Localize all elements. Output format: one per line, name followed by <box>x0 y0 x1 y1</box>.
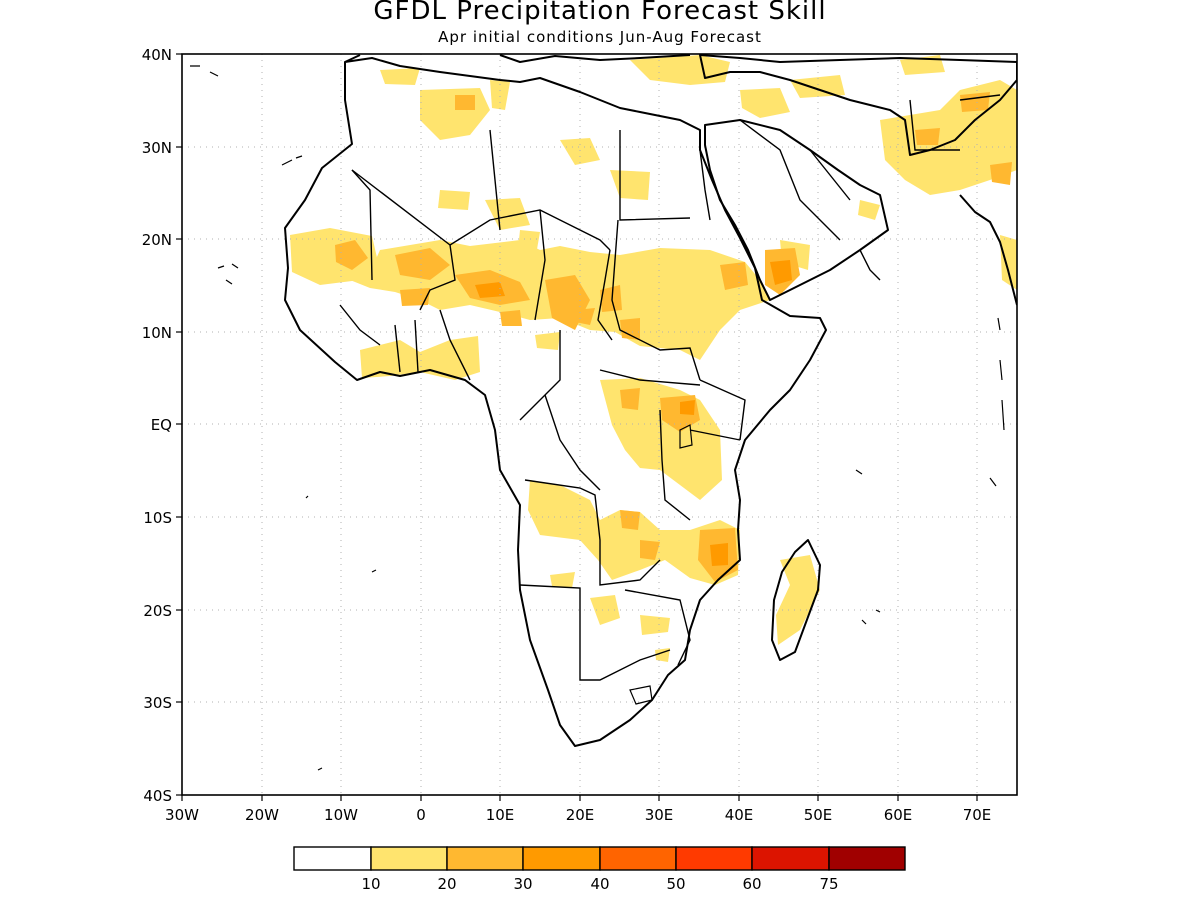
lat-labels: 40N 30N 20N 10N EQ 10S 20S 30S 40S <box>142 46 172 805</box>
country-borders <box>339 94 1001 681</box>
legend-swatch-0 <box>293 846 372 871</box>
lon-label-50e: 50E <box>804 806 833 824</box>
legend-swatch-2 <box>446 846 524 871</box>
africa-coastline <box>284 57 827 747</box>
color-legend: 10 20 30 40 50 60 75 <box>293 846 906 893</box>
legend-swatch-7 <box>828 846 906 871</box>
lat-label-20s: 20S <box>143 602 172 620</box>
lat-label-40n: 40N <box>142 46 172 64</box>
lat-label-20n: 20N <box>142 231 172 249</box>
skill-level-30-40 <box>475 260 792 566</box>
legend-swatch-1 <box>370 846 448 871</box>
axis-ticks <box>176 53 978 801</box>
lon-label-60e: 60E <box>884 806 913 824</box>
legend-swatch-4 <box>599 846 677 871</box>
legend-swatch-3 <box>522 846 601 871</box>
lon-label-30w: 30W <box>165 806 199 824</box>
lon-label-70e: 70E <box>963 806 992 824</box>
legend-label-60: 60 <box>742 875 761 893</box>
lat-label-30s: 30S <box>143 694 172 712</box>
lat-label-10n: 10N <box>142 324 172 342</box>
lat-label-10s: 10S <box>143 509 172 527</box>
legend-label-75: 75 <box>819 875 838 893</box>
legend-label-20: 20 <box>437 875 456 893</box>
legend-label-50: 50 <box>666 875 685 893</box>
legend-label-30: 30 <box>513 875 532 893</box>
lon-label-10e: 10E <box>486 806 515 824</box>
madagascar-coastline <box>771 539 821 661</box>
lon-label-0: 0 <box>416 806 426 824</box>
lon-label-10w: 10W <box>324 806 358 824</box>
lat-label-40s: 40S <box>143 787 172 805</box>
skill-shading <box>290 55 1017 662</box>
lon-label-20w: 20W <box>245 806 279 824</box>
legend-label-10: 10 <box>361 875 380 893</box>
page-title: GFDL Precipitation Forecast Skill <box>373 0 827 26</box>
lon-label-20e: 20E <box>566 806 595 824</box>
india-coastline <box>959 194 1017 306</box>
legend-swatch-6 <box>751 846 830 871</box>
legend-swatch-5 <box>675 846 753 871</box>
lon-labels: 30W 20W 10W 0 10E 20E 30E 40E 50E 60E 70… <box>165 806 991 824</box>
lat-label-eq: EQ <box>151 416 172 434</box>
lon-label-30e: 30E <box>645 806 674 824</box>
islands <box>190 65 1005 771</box>
page-subtitle: Apr initial conditions Jun-Aug Forecast <box>438 28 762 46</box>
lon-label-40e: 40E <box>725 806 754 824</box>
europe-coastline <box>344 54 691 63</box>
lat-label-30n: 30N <box>142 139 172 157</box>
legend-label-40: 40 <box>590 875 609 893</box>
